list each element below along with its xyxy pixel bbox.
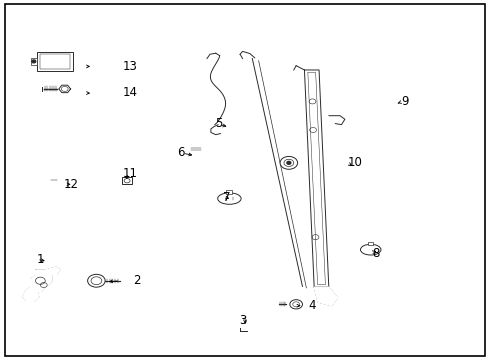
Bar (31, 58, 37, 64)
Polygon shape (192, 144, 201, 153)
Text: 5: 5 (215, 117, 222, 130)
Polygon shape (45, 267, 60, 274)
Text: 7: 7 (223, 191, 231, 204)
Bar (122, 177, 132, 184)
Text: 2: 2 (133, 274, 141, 287)
Circle shape (280, 157, 297, 169)
Text: 9: 9 (401, 95, 408, 108)
Circle shape (32, 60, 36, 63)
Text: 4: 4 (308, 299, 316, 312)
Polygon shape (30, 270, 52, 292)
Polygon shape (314, 287, 338, 306)
Bar (37, 51, 73, 71)
Bar (226, 190, 232, 194)
Text: 8: 8 (373, 247, 380, 260)
Ellipse shape (361, 244, 381, 255)
Text: 10: 10 (347, 156, 362, 169)
Circle shape (290, 300, 302, 309)
Polygon shape (59, 85, 71, 93)
Polygon shape (49, 179, 60, 187)
Text: 12: 12 (64, 178, 79, 191)
Text: 3: 3 (239, 314, 246, 327)
Polygon shape (236, 321, 254, 328)
Ellipse shape (218, 193, 241, 204)
Bar (368, 242, 373, 246)
Circle shape (287, 161, 291, 164)
Text: 14: 14 (122, 86, 137, 99)
Circle shape (88, 274, 105, 287)
Text: 6: 6 (177, 146, 184, 159)
Text: 11: 11 (122, 167, 137, 180)
Text: 13: 13 (122, 60, 137, 73)
Text: 1: 1 (37, 253, 45, 266)
Polygon shape (23, 287, 39, 301)
Bar (40, 54, 70, 69)
Polygon shape (304, 70, 329, 287)
